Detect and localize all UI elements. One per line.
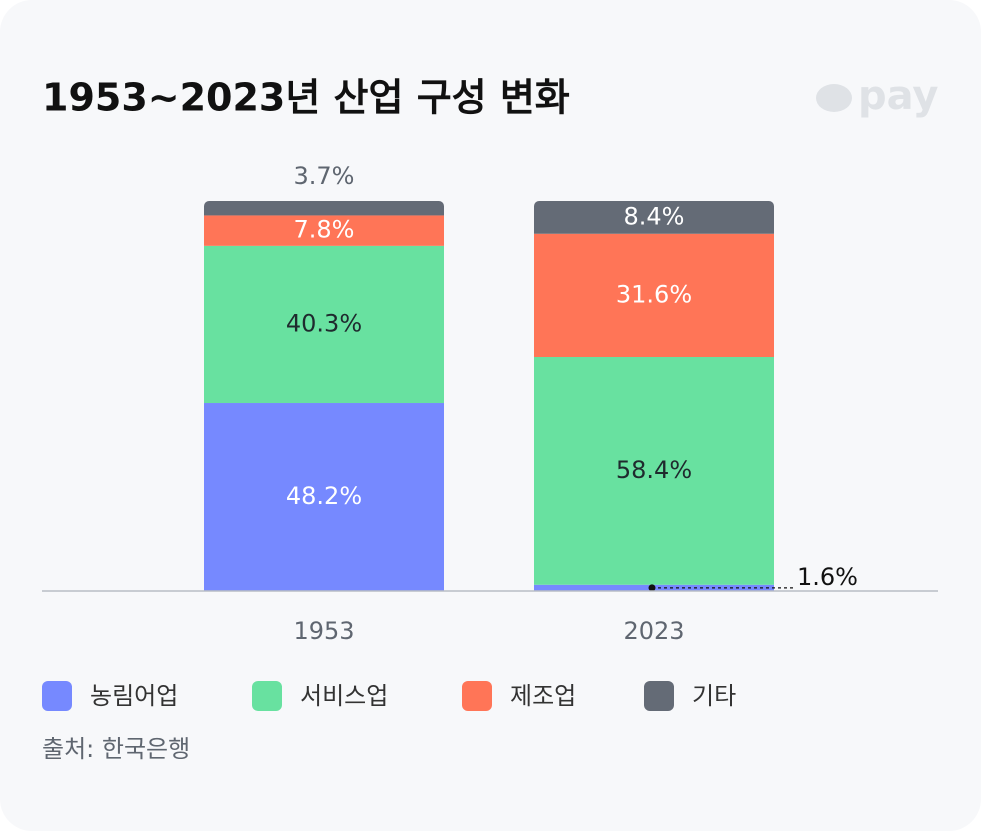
data-label: 31.6% [616,280,692,308]
data-label: 40.3% [286,309,362,337]
bar-segment [534,233,774,357]
bar-segment [534,201,774,234]
legend-label: 제조업 [510,682,576,710]
legend-label: 기타 [692,682,736,710]
x-tick-label: 2023 [623,617,684,645]
x-tick-label: 1953 [293,617,354,645]
legend-swatch [42,681,72,711]
data-label: 48.2% [286,482,362,510]
legend-swatch [252,681,282,711]
leader-dot [648,584,656,592]
logo-bubble [816,84,852,112]
legend-label: 농림어업 [90,682,178,710]
data-label: 8.4% [624,202,685,230]
bar-segment [204,215,444,246]
legend-label: 서비스업 [300,682,388,710]
bar-segment [204,245,444,404]
data-label: 7.8% [294,216,355,244]
bar-segment [534,357,774,585]
bar-segment [204,403,444,591]
bar-stack [534,201,774,591]
logo-text: pay [858,73,938,119]
legend-swatch [462,681,492,711]
logo: pay [816,73,938,119]
data-label: 1.6% [797,563,858,591]
bar-stack [204,201,444,591]
data-label: 58.4% [616,456,692,484]
bar-segment [204,201,444,216]
chart-title: 1953~2023년 산업 구성 변화 [42,76,570,120]
legend-swatch [644,681,674,711]
data-label: 3.7% [294,162,355,190]
source: 출처: 한국은행 [42,735,190,763]
